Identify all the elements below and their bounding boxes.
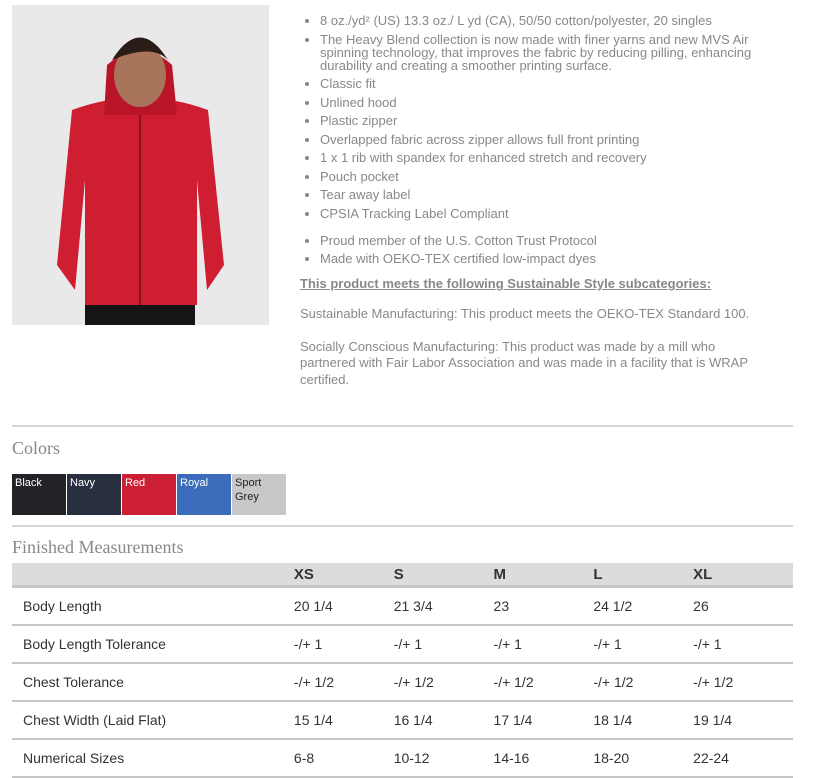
table-cell: 14-16 (493, 739, 594, 778)
table-row: Body Length Tolerance -/+ 1 -/+ 1 -/+ 1 -/+ … (12, 625, 793, 664)
table-cell: -/+ 1/2 (493, 663, 594, 702)
product-photo (12, 5, 269, 325)
feature-item: Classic fit (320, 77, 760, 90)
table-cell: -/+ 1/2 (693, 663, 793, 702)
divider (12, 525, 793, 527)
table-cell: 19 1/4 (693, 701, 793, 740)
feature-item: The Heavy Blend collection is now made w… (320, 33, 760, 72)
table-header: XS S M L XL (12, 563, 793, 588)
feature-item: 8 oz./yd² (US) 13.3 oz./ L yd (CA), 50/5… (320, 14, 760, 27)
table-cell: 16 1/4 (393, 701, 494, 740)
size-header: M (493, 563, 594, 588)
row-label: Chest Tolerance (12, 663, 294, 702)
table-cell: 6-8 (293, 739, 394, 778)
color-swatch[interactable]: Sport Grey (232, 474, 286, 515)
color-swatches: Black Navy Red Royal Sport Grey (12, 474, 287, 515)
table-cell: 26 (693, 586, 793, 626)
table-row: Numerical Sizes 6-8 10-12 14-16 18-20 22-24 (12, 739, 793, 778)
table-cell: 24 1/2 (593, 586, 694, 626)
divider (12, 425, 793, 427)
feature-list: 8 oz./yd² (US) 13.3 oz./ L yd (CA), 50/5… (300, 14, 760, 388)
table-row: Chest Width (Laid Flat) 15 1/4 16 1/4 17 1/… (12, 701, 793, 740)
table-cell: 23 (493, 586, 594, 626)
header-empty (12, 563, 294, 588)
sustainable-text: Sustainable Manufacturing: This product … (300, 306, 750, 321)
size-header: S (393, 563, 494, 588)
table-cell: -/+ 1/2 (293, 663, 394, 702)
feature-item: Pouch pocket (320, 170, 760, 183)
measurements-table: XS S M L XL Body Length 20 1/4 21 3/4 23 24 1/2 2… (12, 563, 793, 778)
sustainable-title: This product meets the following Sustain… (300, 276, 712, 291)
color-swatch[interactable]: Royal (177, 474, 231, 515)
table-cell: -/+ 1 (593, 625, 694, 664)
sustainable-text: Socially Conscious Manufacturing: This p… (300, 338, 748, 387)
table-cell: 17 1/4 (493, 701, 594, 740)
table-cell: 15 1/4 (293, 701, 394, 740)
feature-item: 1 x 1 rib with spandex for enhanced stre… (320, 151, 760, 164)
feature-item: Unlined hood (320, 96, 760, 109)
table-cell: 10-12 (393, 739, 494, 778)
feature-item: Made with OEKO-TEX certified low-impact … (320, 252, 760, 265)
feature-item: CPSIA Tracking Label Compliant (320, 207, 760, 220)
table-cell: -/+ 1 (393, 625, 494, 664)
feature-item: Overlapped fabric across zipper allows f… (320, 133, 760, 146)
colors-heading: Colors (12, 438, 61, 458)
row-label: Body Length Tolerance (12, 625, 294, 664)
measurements-heading: Finished Measurements (12, 537, 184, 557)
table-cell: -/+ 1 (493, 625, 594, 664)
table-cell: 18 1/4 (593, 701, 694, 740)
table-cell: -/+ 1 (693, 625, 793, 664)
feature-item: Tear away label (320, 188, 760, 201)
size-header: XS (293, 563, 394, 588)
feature-item: Plastic zipper (320, 114, 760, 127)
size-header: L (593, 563, 694, 588)
table-cell: 22-24 (693, 739, 793, 778)
table-cell: -/+ 1 (293, 625, 394, 664)
table-cell: 20 1/4 (293, 586, 394, 626)
row-label: Body Length (12, 586, 294, 626)
row-label: Numerical Sizes (12, 739, 294, 778)
feature-item: Proud member of the U.S. Cotton Trust Pr… (320, 234, 760, 247)
row-label: Chest Width (Laid Flat) (12, 701, 294, 740)
table-cell: -/+ 1/2 (393, 663, 494, 702)
table-cell: 21 3/4 (393, 586, 494, 626)
size-header: XL (693, 563, 793, 588)
table-cell: 18-20 (593, 739, 694, 778)
color-swatch[interactable]: Navy (67, 474, 121, 515)
color-swatch[interactable]: Red (122, 474, 176, 515)
table-cell: -/+ 1/2 (593, 663, 694, 702)
table-row: Body Length 20 1/4 21 3/4 23 24 1/2 26 (12, 586, 793, 626)
color-swatch[interactable]: Black (12, 474, 66, 515)
table-row: Chest Tolerance -/+ 1/2 -/+ 1/2 -/+ 1/2 -/+ … (12, 663, 793, 702)
